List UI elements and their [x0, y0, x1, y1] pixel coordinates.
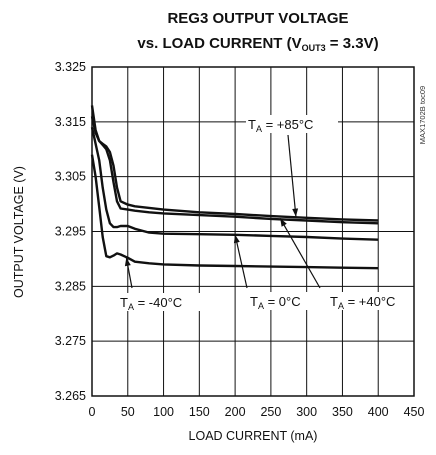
side-reference-label: MAX1702B toc09 [418, 86, 427, 144]
x-tick-label: 100 [153, 405, 174, 419]
annotation-prefix: T [120, 295, 128, 310]
annotation-backdrop [118, 293, 210, 311]
tick-labels: 0 50 100 150 200 250 300 350 400 450 3.325 3.315 3.3… [55, 60, 425, 419]
annotation-40c: TA = +40°C [330, 294, 395, 311]
title-sub: OUT3 [302, 43, 326, 53]
x-tick-label: 300 [296, 405, 317, 419]
annotation-suffix: = 0°C [264, 294, 301, 309]
annotation-backdrop [328, 292, 420, 310]
annotation-85c-arrow [287, 134, 297, 217]
series-line-0c [90, 127, 379, 241]
x-tick-label: 350 [332, 405, 353, 419]
annotation-backdrop [246, 115, 338, 133]
plot-frame [91, 66, 415, 397]
annotation-sub: A [258, 301, 264, 311]
chart-title-line2: vs. LOAD CURRENT (VOUT3 = 3.3V) [137, 35, 378, 53]
annotation-minus40c: TA = -40°C [120, 295, 182, 312]
y-tick-label: 3.305 [55, 170, 86, 184]
annotation-layer: TA = +85°CTA = -40°C TA = 0°C TA = +40°C [118, 115, 420, 312]
y-tick-label: 3.285 [55, 279, 86, 293]
annotation-sub: A [256, 124, 262, 134]
y-tick-label: 3.265 [55, 389, 86, 403]
annotation-0c-arrow [234, 234, 248, 289]
annotation-suffix: = -40°C [134, 295, 182, 310]
annotation-40c-arrow [279, 218, 321, 289]
arrowhead [124, 257, 131, 267]
arrowhead [233, 234, 240, 244]
x-axis-label: LOAD CURRENT (mA) [189, 429, 318, 443]
x-tick-label: 0 [89, 405, 96, 419]
title-suffix: = 3.3V) [326, 35, 379, 52]
annotation-prefix: T [330, 294, 338, 309]
y-tick-label: 3.295 [55, 225, 86, 239]
x-tick-label: 400 [368, 405, 389, 419]
x-tick-label: 200 [225, 405, 246, 419]
annotation-0c: TA = 0°C [250, 294, 301, 311]
annotation-sub: A [338, 301, 344, 311]
annotation-backdrop [248, 292, 340, 310]
annotation-85c: TA = +85°C [248, 117, 313, 134]
y-axis-label: OUTPUT VOLTAGE (V) [12, 166, 26, 298]
y-tick-label: 3.325 [55, 60, 86, 74]
chart-title-line1: REG3 OUTPUT VOLTAGE [167, 10, 348, 27]
annotation-prefix: T [248, 117, 256, 132]
series-layer [90, 105, 379, 270]
x-tick-label: 50 [121, 405, 135, 419]
x-tick-label: 450 [404, 405, 425, 419]
title-prefix: vs. LOAD CURRENT (V [137, 35, 301, 52]
annotation-suffix: = +40°C [344, 294, 395, 309]
arrowhead [292, 208, 299, 217]
y-tick-label: 3.275 [55, 334, 86, 348]
arrowhead [280, 218, 287, 227]
x-tick-label: 150 [189, 405, 210, 419]
annotation-prefix: T [250, 294, 258, 309]
series-line-minus40c [90, 154, 379, 270]
y-tick-label: 3.315 [55, 115, 86, 129]
series-line-40c [90, 116, 379, 225]
annotation-suffix: = +85°C [262, 117, 313, 132]
annotation-sub: A [128, 302, 134, 312]
x-tick-label: 250 [260, 405, 281, 419]
